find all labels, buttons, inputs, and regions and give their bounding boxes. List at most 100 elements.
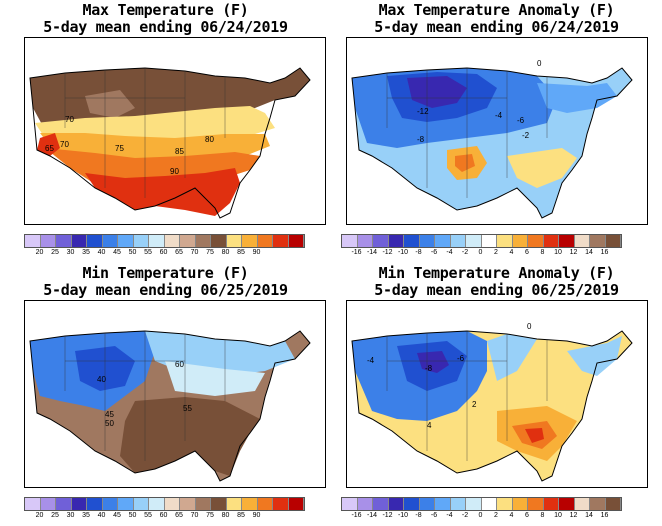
colorbar-swatch bbox=[242, 498, 258, 510]
colorbar-swatch bbox=[288, 235, 304, 247]
panel-min-temperature: Min Temperature (F) 5-day mean ending 06… bbox=[0, 263, 331, 526]
colorbar bbox=[341, 234, 622, 248]
colorbar-tick-label: 40 bbox=[97, 512, 106, 519]
colorbar-tick-label: 40 bbox=[97, 249, 106, 256]
contour-label: 45 bbox=[105, 410, 114, 419]
colorbar-swatch bbox=[512, 498, 528, 510]
contour-label: 0 bbox=[527, 322, 532, 331]
colorbar-tick-label: 6 bbox=[525, 512, 529, 519]
colorbar-tick-label: -8 bbox=[415, 512, 422, 519]
colorbar-tick-label: 35 bbox=[82, 249, 90, 256]
colorbar-tick-label: 70 bbox=[190, 249, 199, 256]
colorbar-tick-label: 2 bbox=[494, 512, 498, 519]
colorbar-tick-label: 55 bbox=[144, 512, 152, 519]
colorbar-tick-label: -10 bbox=[397, 512, 409, 519]
panel-title-line2: 5-day mean ending 06/25/2019 bbox=[374, 281, 619, 299]
colorbar-tick-label: 25 bbox=[51, 249, 59, 256]
colorbar-swatch bbox=[164, 498, 180, 510]
colorbar-swatch bbox=[419, 498, 435, 510]
colorbar-tick-label: 8 bbox=[540, 512, 545, 519]
panel-min-temperature-anomaly: Min Temperature Anomaly (F) 5-day mean e… bbox=[331, 263, 662, 526]
colorbar-tick-label: 2 bbox=[494, 249, 498, 256]
colorbar-swatch bbox=[25, 235, 41, 247]
contour-label: 55 bbox=[183, 404, 192, 413]
colorbar-swatch bbox=[497, 235, 513, 247]
colorbar-tick-label: 0 bbox=[478, 249, 483, 256]
colorbar-tick-label: 8 bbox=[540, 249, 545, 256]
colorbar-swatch bbox=[257, 498, 273, 510]
panel-title-line1: Min Temperature Anomaly (F) bbox=[378, 264, 615, 282]
colorbar-swatch bbox=[342, 235, 358, 247]
colorbar-swatch bbox=[559, 498, 575, 510]
colorbar-swatch bbox=[543, 498, 559, 510]
colorbar-tick-label: 55 bbox=[144, 249, 152, 256]
contour-label: -6 bbox=[517, 116, 525, 125]
contour-label: 40 bbox=[97, 375, 106, 384]
colorbar-tick-label: 50 bbox=[128, 249, 137, 256]
colorbar-swatch bbox=[435, 498, 451, 510]
colorbar-swatch bbox=[466, 498, 482, 510]
contour-label: 70 bbox=[60, 140, 69, 149]
us-region-hottest bbox=[85, 168, 240, 216]
contour-label: -6 bbox=[457, 354, 465, 363]
panel-max-temperature: Max Temperature (F) 5-day mean ending 06… bbox=[0, 0, 331, 263]
colorbar-swatch bbox=[226, 498, 242, 510]
colorbar-tick-label: 30 bbox=[66, 512, 75, 519]
colorbar-tick-label: 50 bbox=[128, 512, 137, 519]
colorbar-tick-label: 30 bbox=[66, 249, 75, 256]
contour-label: 2 bbox=[472, 400, 477, 409]
colorbar-swatch bbox=[528, 235, 544, 247]
colorbar-swatch bbox=[102, 235, 118, 247]
colorbar-tick-label: 10 bbox=[554, 249, 562, 256]
colorbar-tick-label: -12 bbox=[382, 512, 393, 519]
colorbar-swatch bbox=[40, 235, 56, 247]
colorbar-swatch bbox=[180, 235, 196, 247]
colorbar-swatch bbox=[605, 498, 621, 510]
colorbar-tick-label: 85 bbox=[237, 249, 245, 256]
colorbar-tick-label: -14 bbox=[366, 249, 378, 256]
colorbar-tick-label: -14 bbox=[366, 512, 378, 519]
colorbar-tick-label: 60 bbox=[159, 512, 168, 519]
colorbar-swatch bbox=[466, 235, 482, 247]
colorbar-tick-label: 60 bbox=[159, 249, 168, 256]
colorbar-swatch bbox=[342, 498, 358, 510]
contour-label: -4 bbox=[495, 111, 503, 120]
colorbar-tick-label: 12 bbox=[569, 249, 578, 256]
colorbar-swatch bbox=[102, 498, 118, 510]
colorbar-swatch bbox=[590, 235, 606, 247]
contour-label: 50 bbox=[105, 419, 114, 428]
colorbar-swatch bbox=[481, 498, 497, 510]
colorbar-tick-label: 45 bbox=[113, 512, 121, 519]
colorbar-swatch bbox=[257, 235, 273, 247]
colorbar-swatch bbox=[574, 235, 590, 247]
colorbar-swatch bbox=[195, 235, 211, 247]
colorbar-swatch bbox=[574, 498, 590, 510]
map-min-temperature-anomaly: -4 -8 -6 0 2 4 bbox=[346, 300, 648, 488]
panel-title-line2: 5-day mean ending 06/25/2019 bbox=[43, 281, 288, 299]
map-max-temperature-anomaly: -12 -8 -4 -6 -2 0 bbox=[346, 37, 648, 225]
colorbar-swatch bbox=[242, 235, 258, 247]
colorbar-swatch bbox=[71, 235, 87, 247]
colorbar-tick-label: -4 bbox=[446, 249, 453, 256]
colorbar-tick-label: 75 bbox=[206, 249, 214, 256]
colorbar-swatch bbox=[133, 498, 149, 510]
colorbar-swatch bbox=[56, 498, 72, 510]
contour-label: 75 bbox=[115, 144, 124, 153]
contour-label: 0 bbox=[537, 59, 542, 68]
colorbar-swatch bbox=[373, 498, 389, 510]
colorbar-tick-label: -12 bbox=[382, 249, 393, 256]
colorbar-tick-label: -6 bbox=[430, 512, 438, 519]
contour-label: -8 bbox=[425, 364, 433, 373]
colorbar bbox=[341, 497, 622, 511]
colorbar-tick-label: 65 bbox=[175, 512, 183, 519]
colorbar-tick-label: -6 bbox=[430, 249, 438, 256]
colorbar-tick-label: 14 bbox=[585, 249, 593, 256]
colorbar-swatch bbox=[373, 235, 389, 247]
map-max-temperature: 70 75 65 70 80 85 90 bbox=[24, 37, 326, 225]
colorbar-swatch bbox=[590, 498, 606, 510]
colorbar-tick-label: 14 bbox=[585, 512, 593, 519]
panel-title-line1: Max Temperature Anomaly (F) bbox=[378, 1, 615, 19]
colorbar-swatch bbox=[404, 498, 420, 510]
colorbar-tick-label: -2 bbox=[461, 249, 469, 256]
colorbar-tick-label: -2 bbox=[461, 512, 469, 519]
